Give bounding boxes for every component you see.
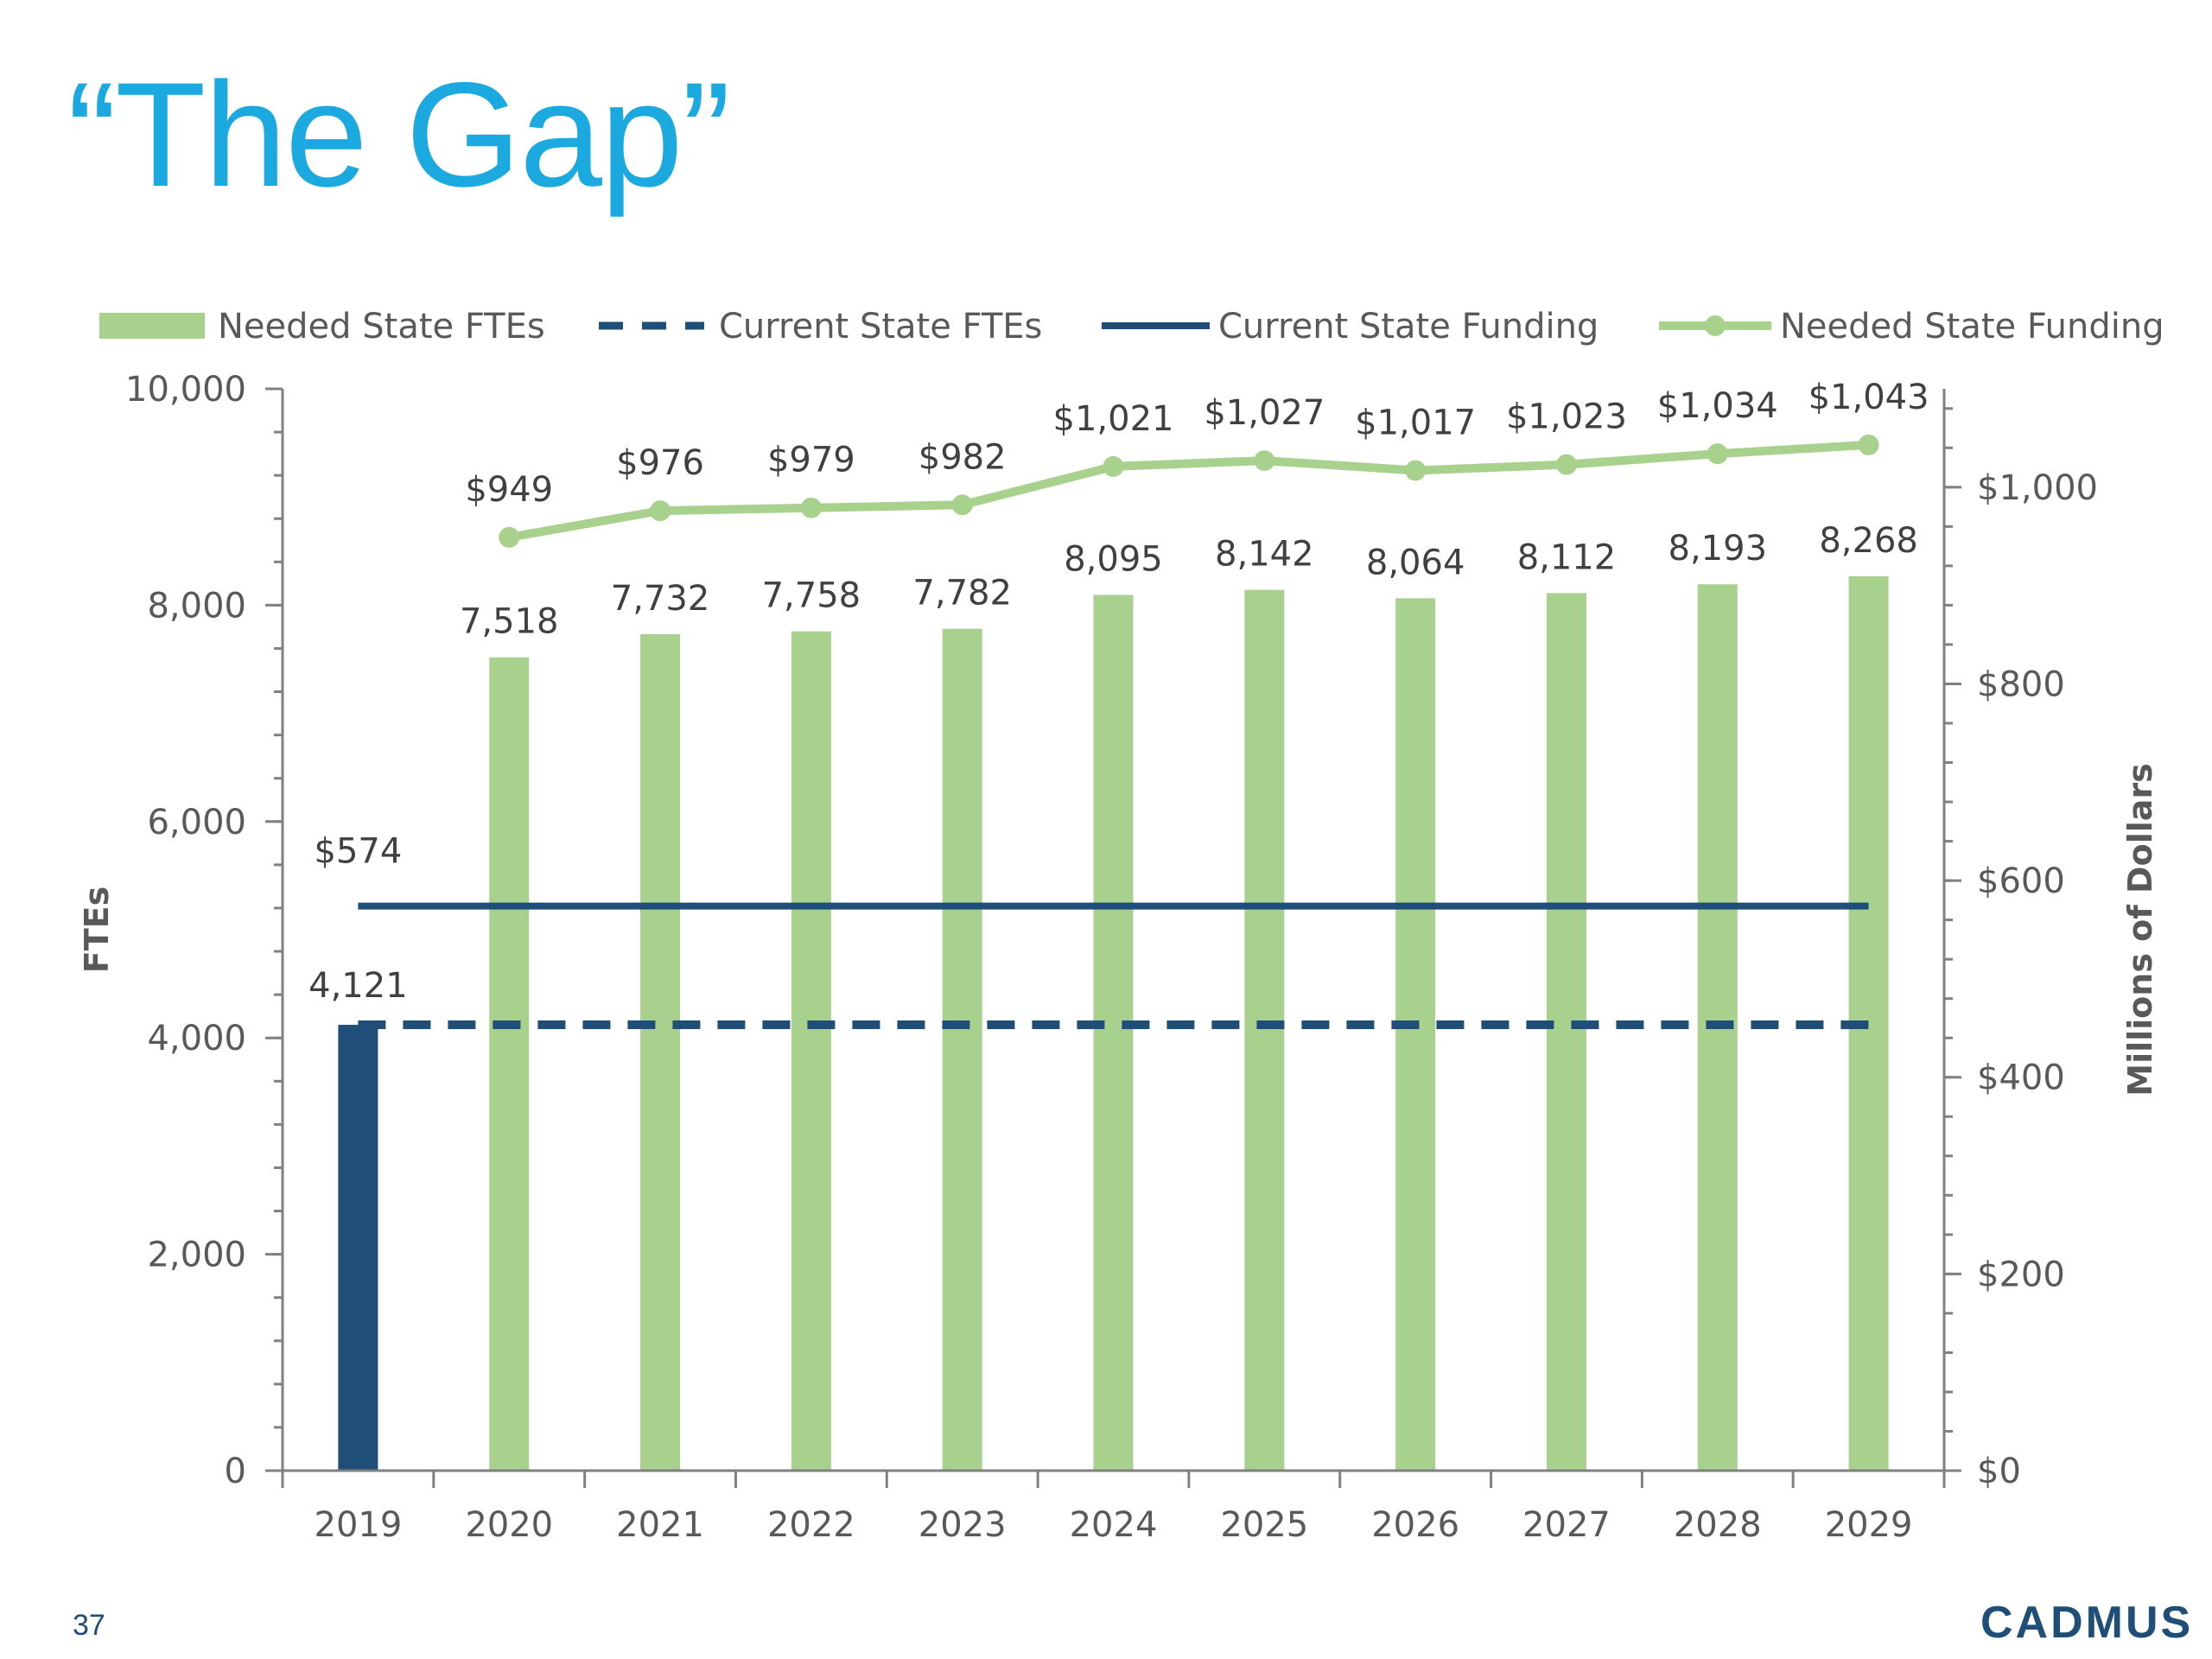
- slide-title: “The Gap”: [67, 52, 731, 218]
- x-tick-label-2029: 2029: [1825, 1505, 1913, 1545]
- right-axis-title: Millions of Dollars: [2121, 763, 2159, 1096]
- x-tick-label-2023: 2023: [918, 1505, 1007, 1545]
- needed-funding-label-2025: $1,027: [1204, 393, 1325, 433]
- x-tick-label-2020: 2020: [465, 1505, 553, 1545]
- legend-marker-needed-funding: [1705, 315, 1726, 336]
- needed-funding-marker-2028: [1707, 443, 1728, 465]
- legend-swatch-needed-ftes: [99, 313, 205, 339]
- needed-funding-marker-2021: [650, 500, 671, 522]
- page-number: 37: [73, 1609, 105, 1642]
- x-tick-label-2028: 2028: [1674, 1505, 1762, 1545]
- legend-label-current-funding: Current State Funding: [1218, 307, 1599, 346]
- legend-label-needed-ftes: Needed State FTEs: [218, 307, 545, 346]
- needed-funding-label-2021: $976: [616, 443, 704, 483]
- needed-funding-marker-2022: [800, 497, 822, 518]
- needed-fte-label-2026: 8,064: [1366, 543, 1465, 582]
- current-fte-label-2019: 4,121: [308, 966, 408, 1006]
- left-tick-label: 8,000: [147, 586, 246, 626]
- left-tick-label: 2,000: [147, 1236, 246, 1275]
- x-tick-label-2026: 2026: [1371, 1505, 1459, 1545]
- needed-funding-marker-2023: [951, 494, 973, 516]
- x-tick-label-2025: 2025: [1220, 1505, 1308, 1545]
- needed-funding-marker-2027: [1555, 454, 1577, 475]
- needed-fte-label-2022: 7,758: [762, 576, 861, 616]
- needed-fte-bar-2020: [489, 657, 530, 1471]
- x-tick-label-2019: 2019: [315, 1505, 403, 1545]
- needed-funding-marker-2024: [1103, 455, 1124, 477]
- needed-fte-bar-2022: [791, 631, 831, 1471]
- current-funding-label-2019: $574: [315, 832, 403, 872]
- right-tick-label: $800: [1977, 664, 2065, 704]
- needed-funding-marker-2029: [1858, 434, 1879, 455]
- needed-fte-label-2023: 7,782: [912, 574, 1012, 613]
- legend-label-current-ftes: Current State FTEs: [719, 307, 1042, 346]
- needed-funding-marker-2025: [1254, 450, 1275, 472]
- needed-fte-label-2020: 7,518: [460, 602, 559, 642]
- needed-fte-label-2029: 8,268: [1819, 521, 1918, 561]
- needed-funding-marker-2026: [1405, 460, 1427, 481]
- needed-funding-label-2022: $979: [767, 441, 855, 480]
- right-tick-label: $200: [1977, 1255, 2065, 1294]
- needed-funding-marker-2020: [499, 526, 520, 548]
- left-axis-title: FTEs: [78, 887, 116, 973]
- x-tick-label-2027: 2027: [1522, 1505, 1611, 1545]
- needed-fte-label-2024: 8,095: [1064, 540, 1163, 580]
- needed-funding-label-2024: $1,021: [1053, 399, 1174, 439]
- left-tick-label: 4,000: [147, 1019, 246, 1058]
- needed-funding-label-2023: $982: [918, 437, 1007, 477]
- right-tick-label: $0: [1977, 1452, 2021, 1491]
- needed-funding-label-2029: $1,043: [1808, 378, 1929, 417]
- right-tick-label: $600: [1977, 861, 2065, 901]
- needed-fte-bar-2023: [942, 628, 982, 1471]
- needed-fte-bar-2025: [1244, 589, 1285, 1471]
- needed-funding-line: [508, 440, 1869, 542]
- current-fte-bar-2019: [338, 1025, 378, 1471]
- needed-fte-bar-2021: [640, 633, 681, 1471]
- left-tick-label: 6,000: [147, 803, 246, 842]
- needed-fte-label-2027: 8,112: [1517, 537, 1617, 577]
- cadmus-logo: CADMUS: [1980, 1598, 2194, 1648]
- needed-funding-label-2020: $949: [465, 470, 553, 510]
- x-tick-label-2024: 2024: [1070, 1505, 1158, 1545]
- x-tick-label-2022: 2022: [767, 1505, 855, 1545]
- right-tick-label: $400: [1977, 1058, 2065, 1098]
- needed-fte-bar-2027: [1546, 593, 1586, 1471]
- left-tick-label: 10,000: [125, 370, 246, 410]
- needed-fte-label-2028: 8,193: [1669, 529, 1768, 569]
- needed-fte-bar-2026: [1395, 598, 1436, 1471]
- legend-label-needed-funding: Needed State Funding: [1780, 307, 2164, 346]
- needed-funding-label-2027: $1,023: [1506, 397, 1627, 437]
- x-tick-label-2021: 2021: [616, 1505, 704, 1545]
- right-tick-label: $1,000: [1977, 468, 2098, 508]
- needed-fte-label-2021: 7,732: [611, 579, 710, 619]
- needed-funding-label-2026: $1,017: [1355, 403, 1476, 442]
- needed-funding-label-2028: $1,034: [1657, 386, 1778, 426]
- needed-fte-bar-2024: [1093, 594, 1134, 1471]
- left-tick-label: 0: [225, 1452, 246, 1491]
- needed-fte-label-2025: 8,142: [1215, 535, 1314, 575]
